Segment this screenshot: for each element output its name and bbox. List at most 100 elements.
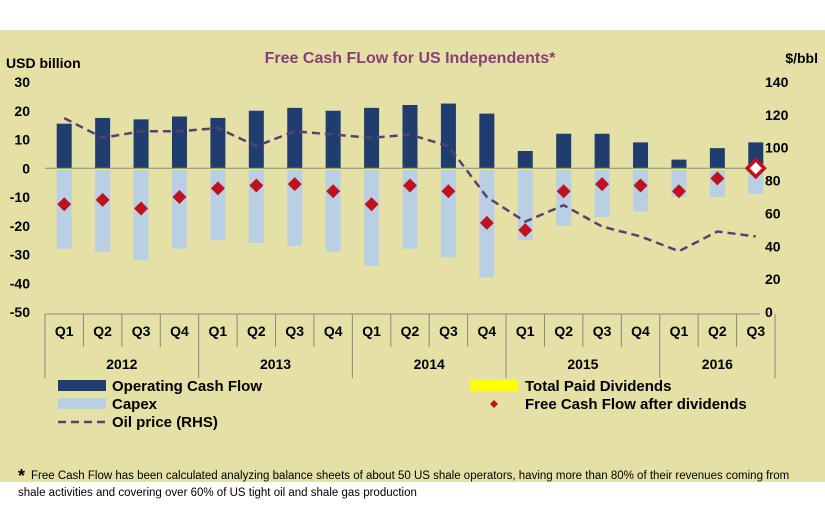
legend-label-oil-price: Oil price (RHS)	[112, 414, 218, 430]
quarter-label: Q1	[55, 323, 74, 339]
free-cash-flow-chart: Free Cash FLow for US Independents* USD b…	[6, 50, 818, 430]
y-left-tick-label: -20	[10, 218, 30, 234]
year-label: 2015	[567, 356, 598, 372]
operating-cash-flow-bar	[633, 142, 649, 169]
y-right-tick-label: 100	[765, 140, 789, 156]
quarter-label: Q1	[516, 323, 535, 339]
capex-bar	[287, 168, 303, 246]
quarter-label: Q3	[132, 323, 151, 339]
operating-cash-flow-bar	[671, 159, 687, 169]
quarter-label: Q2	[93, 323, 112, 339]
fcf-marker	[671, 184, 686, 199]
operating-cash-flow-bar	[440, 103, 456, 169]
fcf-marker	[556, 184, 571, 199]
quarter-label: Q3	[285, 323, 304, 339]
y-right-axis-label: $/bbl	[785, 50, 818, 66]
fcf-marker	[210, 181, 225, 196]
legend-swatch-fcf	[490, 400, 498, 408]
operating-cash-flow-bar	[325, 110, 341, 169]
fcf-marker	[326, 184, 341, 199]
fcf-marker	[633, 178, 648, 193]
y-left-tick-label: -30	[10, 247, 30, 263]
fcf-marker	[595, 177, 610, 192]
oil-price-line	[63, 117, 756, 253]
operating-cash-flow-bar	[709, 148, 725, 169]
chart-title: Free Cash FLow for US Independents*	[265, 50, 556, 67]
operating-cash-flow-bar	[479, 113, 495, 169]
dividends-bar	[633, 168, 649, 170]
y-right-tick-label: 60	[765, 205, 781, 221]
dividends-bar	[210, 168, 226, 170]
dividends-bar	[287, 168, 303, 170]
footnote-mark: *	[18, 466, 26, 486]
dividends-bar	[171, 168, 187, 170]
y-left-tick-label: -50	[10, 304, 30, 320]
fcf-marker	[479, 215, 494, 230]
year-label: 2016	[702, 356, 733, 372]
y-left-tick-label: -10	[10, 189, 30, 205]
quarter-label: Q2	[708, 323, 727, 339]
dividends-bar	[709, 168, 725, 170]
fcf-marker	[518, 223, 533, 238]
operating-cash-flow-bar	[594, 133, 610, 169]
dividends-bar	[479, 168, 495, 170]
year-label: 2014	[414, 356, 445, 372]
year-label: 2013	[260, 356, 291, 372]
quarter-label: Q4	[631, 323, 650, 339]
legend-swatch-capex	[58, 398, 106, 409]
quarter-label: Q4	[477, 323, 496, 339]
dividends-bar	[671, 168, 687, 170]
legend-swatch-operating-cash-flow	[58, 380, 106, 391]
y-left-tick-label: 20	[14, 103, 30, 119]
y-right-tick-label: 20	[765, 271, 781, 287]
y-right-tick-label: 40	[765, 238, 781, 254]
legend-label-operating-cash-flow: Operating Cash Flow	[112, 378, 262, 395]
fcf-marker	[95, 192, 110, 207]
fcf-marker	[172, 190, 187, 204]
legend-label-capex: Capex	[112, 396, 158, 413]
y-right-tick-label: 120	[765, 107, 789, 123]
fcf-marker	[403, 178, 417, 193]
operating-cash-flow-bar	[402, 105, 418, 169]
dividends-bar	[517, 168, 533, 170]
dividends-bar	[248, 168, 264, 170]
operating-cash-flow-bar	[248, 110, 264, 169]
capex-bar	[440, 168, 456, 258]
dividends-bar	[325, 168, 341, 170]
dividends-bar	[95, 168, 111, 170]
y-left-tick-label: -40	[10, 275, 30, 291]
operating-cash-flow-bar	[56, 123, 72, 169]
legend-label-fcf: Free Cash Flow after dividends	[525, 396, 747, 413]
operating-cash-flow-bar	[517, 151, 533, 169]
y-right-tick-label: 80	[765, 173, 781, 189]
y-left-tick-label: 0	[22, 160, 30, 176]
operating-cash-flow-bar	[210, 117, 226, 169]
quarter-label: Q3	[746, 323, 765, 339]
y-right-tick-label: 0	[765, 304, 773, 320]
dividends-bar	[364, 168, 380, 170]
fcf-marker	[57, 197, 72, 212]
y-left-axis-label: USD billion	[6, 55, 81, 71]
y-left-tick-label: 10	[14, 132, 30, 148]
footnote: * Free Cash Flow has been calculated anal…	[18, 466, 813, 502]
footnote-text: Free Cash Flow has been calculated analy…	[18, 470, 790, 499]
quarter-label: Q1	[670, 323, 689, 339]
capex-bar	[594, 168, 610, 218]
operating-cash-flow-bar	[133, 119, 149, 169]
fcf-marker	[134, 201, 149, 216]
year-label: 2012	[106, 356, 137, 372]
fcf-marker	[249, 178, 264, 193]
capex-bar	[517, 168, 533, 241]
fcf-marker	[441, 184, 456, 199]
capex-bar	[364, 168, 380, 266]
quarter-label: Q1	[209, 323, 228, 339]
y-left-tick-label: 30	[14, 74, 30, 90]
operating-cash-flow-bar	[556, 133, 572, 169]
quarter-label: Q3	[439, 323, 458, 339]
dividends-bar	[56, 168, 72, 170]
legend-swatch-dividends	[470, 380, 518, 391]
dividends-bar	[556, 168, 572, 170]
capex-bar	[171, 168, 187, 249]
quarter-label: Q1	[362, 323, 381, 339]
quarter-label: Q3	[593, 323, 612, 339]
